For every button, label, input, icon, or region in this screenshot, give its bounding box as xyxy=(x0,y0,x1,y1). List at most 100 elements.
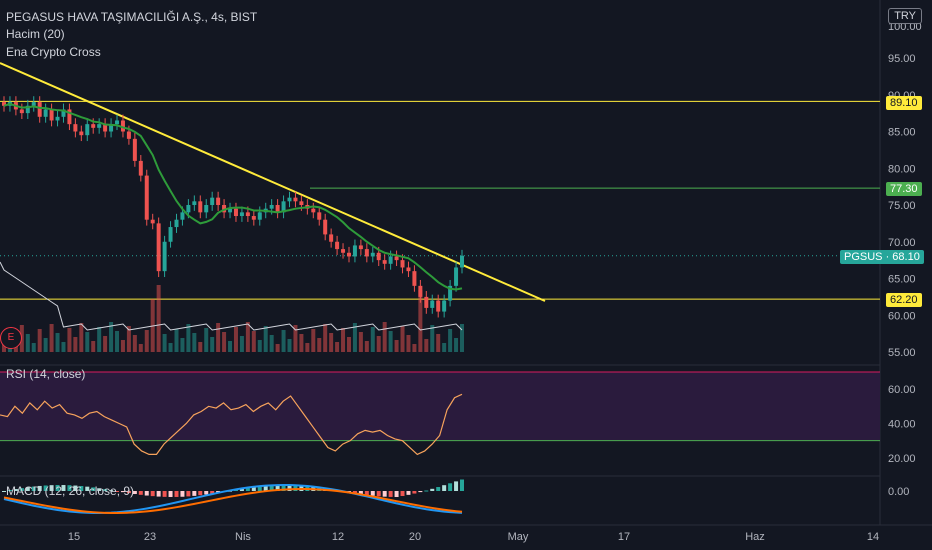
candle-body xyxy=(216,197,221,205)
rsi-tick: 60.00 xyxy=(888,384,916,396)
volume-bar xyxy=(329,333,334,352)
candle-body xyxy=(442,300,447,312)
macd-histogram-bar xyxy=(263,485,268,491)
volume-bar xyxy=(394,340,399,352)
volume-bar xyxy=(293,325,298,352)
candle-body xyxy=(251,216,256,220)
time-tick: 20 xyxy=(409,531,421,543)
volume-bar xyxy=(281,330,286,352)
candle-body xyxy=(275,205,280,213)
volume-bar xyxy=(204,328,209,352)
candle-body xyxy=(293,197,298,202)
macd-histogram-bar xyxy=(61,485,66,491)
macd-histogram-bar xyxy=(204,491,209,495)
macd-histogram-bar xyxy=(156,491,161,497)
volume-bar xyxy=(364,341,369,352)
macd-histogram-bar xyxy=(91,487,96,491)
macd-histogram-bar xyxy=(436,487,441,491)
candle-body xyxy=(454,267,459,286)
macd-histogram-bar xyxy=(382,491,387,497)
macd-histogram-bar xyxy=(364,491,369,496)
earnings-badge[interactable]: E xyxy=(0,327,22,349)
macd-label[interactable]: MACD (12, 26, close, 9) xyxy=(6,484,135,498)
price-tick: 95.00 xyxy=(888,53,916,65)
candle-body xyxy=(109,124,114,132)
macd-histogram-bar xyxy=(198,491,203,496)
macd-histogram-bar xyxy=(358,491,363,495)
candle-body xyxy=(67,109,72,125)
candle-body xyxy=(412,271,417,286)
macd-histogram-bar xyxy=(430,488,435,491)
macd-histogram-bar xyxy=(67,485,72,491)
volume-bar xyxy=(275,344,280,352)
volume-bar xyxy=(85,332,90,352)
macd-histogram-bar xyxy=(31,486,36,491)
volume-bar xyxy=(388,331,393,352)
volume-bar xyxy=(109,322,114,352)
volume-bar xyxy=(126,326,131,352)
macd-histogram-bar xyxy=(406,491,411,495)
volume-bar xyxy=(37,329,42,352)
macd-tick: 0.00 xyxy=(888,486,909,498)
volume-bar xyxy=(352,323,357,352)
macd-histogram-bar xyxy=(251,487,256,491)
candle-body xyxy=(430,300,435,308)
macd-histogram-bar xyxy=(239,488,244,491)
candle-body xyxy=(144,175,149,220)
volume-bar xyxy=(61,342,66,352)
candle-body xyxy=(85,124,90,136)
macd-signal-line xyxy=(3,488,463,514)
time-tick: 12 xyxy=(332,531,344,543)
volume-bar xyxy=(97,327,102,352)
candle-body xyxy=(222,205,227,213)
macd-histogram-bar xyxy=(25,487,30,491)
candle-body xyxy=(97,124,102,128)
candle-body xyxy=(61,109,66,117)
volume-bar xyxy=(144,330,149,352)
macd-histogram-bar xyxy=(394,491,399,497)
macd-histogram-bar xyxy=(352,491,357,494)
candle-body xyxy=(49,109,54,121)
price-tick: 80.00 xyxy=(888,163,916,175)
volume-bar xyxy=(251,331,256,352)
candle-body xyxy=(162,241,167,272)
macd-histogram-bar xyxy=(43,485,48,491)
candle-body xyxy=(317,212,322,220)
macd-histogram-bar xyxy=(49,485,54,491)
volume-bar xyxy=(299,334,304,352)
volume-bar xyxy=(382,322,387,352)
volume-bar xyxy=(323,324,328,352)
currency-button[interactable]: TRY xyxy=(888,8,922,24)
ena-indicator-label[interactable]: Ena Crypto Cross xyxy=(6,45,101,59)
candle-body xyxy=(287,197,292,202)
volume-bar xyxy=(358,332,363,352)
volume-bar xyxy=(168,343,173,352)
macd-histogram-bar xyxy=(55,485,60,491)
symbol-title[interactable]: PEGASUS HAVA TAŞIMACILIĞI A.Ş., 4s, BIST xyxy=(6,10,258,24)
candle-body xyxy=(168,227,173,242)
volume-indicator-label[interactable]: Hacim (20) xyxy=(6,27,65,41)
candle-body xyxy=(31,102,36,106)
volume-bar xyxy=(132,335,137,352)
time-tick: 23 xyxy=(144,531,156,543)
price-tag-62: 62.20 xyxy=(886,293,922,307)
time-tick: 14 xyxy=(867,531,879,543)
candle-body xyxy=(79,131,84,136)
candle-body xyxy=(120,120,125,132)
macd-histogram-bar xyxy=(192,491,197,496)
price-tick: 70.00 xyxy=(888,237,916,249)
macd-histogram-bar xyxy=(73,485,78,491)
macd-histogram-bar xyxy=(79,486,84,491)
volume-bar xyxy=(436,334,441,352)
macd-histogram-bar xyxy=(245,487,250,491)
rsi-label[interactable]: RSI (14, close) xyxy=(6,367,86,381)
volume-bar xyxy=(174,329,179,352)
candle-body xyxy=(138,160,143,176)
volume-bar xyxy=(424,339,429,352)
price-tick: 65.00 xyxy=(888,274,916,286)
time-tick: Haz xyxy=(745,531,765,543)
macd-histogram-bar xyxy=(85,486,90,491)
macd-histogram-bar xyxy=(115,491,120,492)
rsi-tick: 40.00 xyxy=(888,419,916,431)
